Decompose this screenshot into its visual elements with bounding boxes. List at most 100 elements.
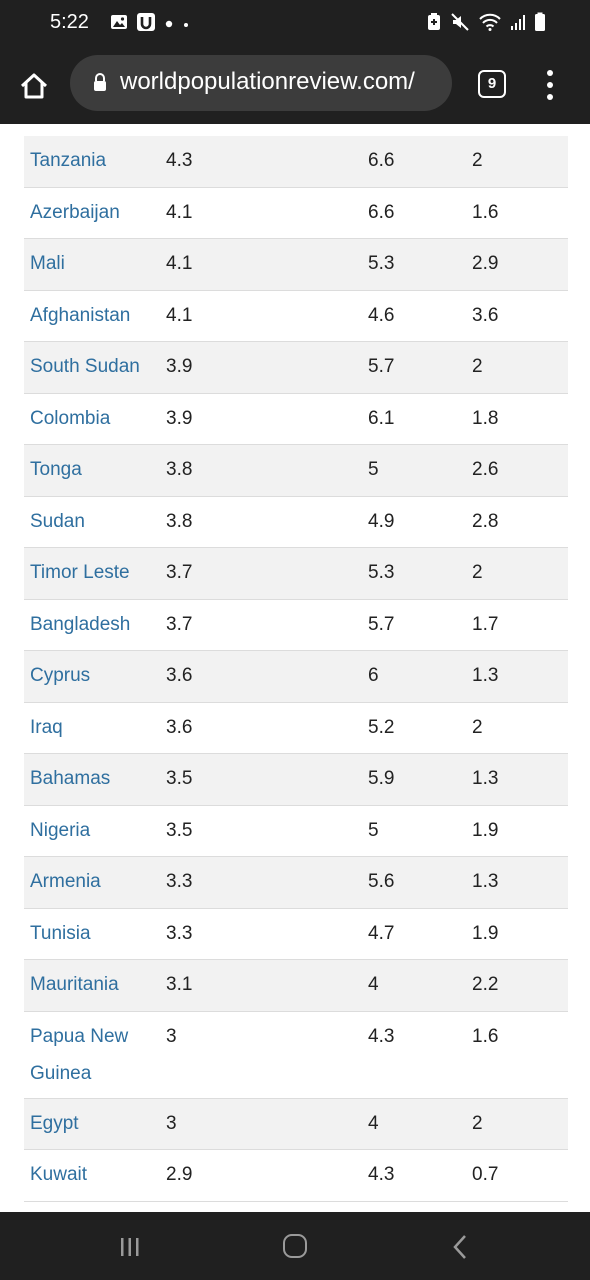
table-cell: 1.3	[472, 665, 499, 686]
country-link[interactable]: Mali	[30, 253, 65, 274]
table-cell: 2	[472, 1112, 483, 1134]
browser-toolbar: worldpopulationreview.com/ 9	[0, 46, 590, 124]
table-row: Afghanistan 4.1 4.6 3.6	[24, 290, 568, 342]
country-link[interactable]: Egypt	[30, 1112, 79, 1134]
home-nav-button[interactable]	[283, 1234, 307, 1258]
country-link[interactable]: Kuwait	[30, 1164, 88, 1185]
table-row: Mauritania 3.1 4 2.2	[24, 960, 568, 1012]
battery-icon	[534, 12, 546, 37]
country-link[interactable]: Tonga	[30, 459, 82, 480]
back-icon	[453, 1235, 466, 1259]
country-link[interactable]: Nigeria	[30, 819, 91, 841]
table-cell: 1.9	[472, 922, 499, 944]
table-cell: 5.6	[368, 871, 395, 892]
table-row: Armenia 3.3 5.6 1.3	[24, 857, 568, 909]
lock-icon	[94, 73, 106, 91]
country-link[interactable]: Bahamas	[30, 768, 111, 789]
country-link[interactable]: South Sudan	[30, 356, 140, 377]
country-link[interactable]: Papua New Guinea	[30, 1025, 129, 1084]
table-cell: 3.6	[166, 665, 193, 686]
table-row: Mali 4.1 5.3 2.9	[24, 239, 568, 291]
small-dot-icon	[182, 16, 190, 34]
table-cell: 4	[368, 974, 379, 995]
table-cell: 5.3	[368, 253, 395, 274]
country-link[interactable]: Sudan	[30, 510, 85, 532]
table-cell: 5.9	[368, 768, 395, 789]
table-cell: 5.7	[368, 356, 395, 377]
home-button[interactable]	[14, 66, 54, 106]
table-cell: 4.9	[368, 510, 395, 532]
table-cell: 1.6	[472, 201, 499, 223]
country-link[interactable]: Afghanistan	[30, 304, 131, 326]
table-cell: 3.5	[166, 819, 193, 841]
battery-saver-icon	[426, 12, 442, 37]
table-row: Nigeria 3.5 5 1.9	[24, 805, 568, 857]
page-content: Tanzania 4.3 6.6 2 Azerbaijan 4.1 6.6 1.6 Mali 4.…	[0, 124, 590, 1212]
table-cell: 6.6	[368, 201, 395, 223]
table-cell: 5.2	[368, 716, 395, 738]
table-cell: 2.9	[166, 1164, 193, 1185]
country-link[interactable]: Tanzania	[30, 150, 107, 171]
table-cell: 3.7	[166, 562, 193, 583]
table-row: Colombia 3.9 6.1 1.8	[24, 393, 568, 445]
table-cell: 3.7	[166, 613, 193, 635]
table-cell: 4.7	[368, 922, 395, 944]
country-link[interactable]: Iraq	[30, 716, 63, 738]
table-cell: 2	[472, 716, 483, 738]
table-cell: 1.3	[472, 768, 499, 789]
tab-switcher-button[interactable]: 9	[478, 70, 506, 98]
table-cell: 4.1	[166, 253, 193, 274]
country-link[interactable]: Armenia	[30, 871, 101, 892]
signal-icon	[510, 13, 526, 36]
table-cell: 4.1	[166, 304, 193, 326]
table-row: Egypt 3 4 2	[24, 1098, 568, 1150]
menu-button[interactable]	[540, 68, 560, 102]
table-cell: 5.7	[368, 613, 395, 635]
table-cell: 4	[368, 1112, 379, 1134]
table-cell: 4.3	[368, 1025, 395, 1047]
table-row: Tunisia 3.3 4.7 1.9	[24, 908, 568, 960]
country-link[interactable]: Cyprus	[30, 665, 91, 686]
back-button[interactable]	[452, 1234, 468, 1260]
mute-icon	[450, 12, 470, 37]
table-cell: 4.6	[368, 304, 395, 326]
status-right-icons	[426, 12, 546, 37]
table-row: Azerbaijan 4.1 6.6 1.6	[24, 187, 568, 239]
table-cell: 4.3	[166, 150, 193, 171]
table-row: Cyprus 3.6 6 1.3	[24, 651, 568, 703]
table-cell: 1.6	[472, 1025, 499, 1047]
table-cell: 0.7	[472, 1164, 499, 1185]
country-link[interactable]: Mauritania	[30, 974, 119, 995]
table-cell: 2	[472, 150, 483, 171]
table-cell: 6.6	[368, 150, 395, 171]
table-cell: 3.6	[166, 716, 193, 738]
url-text[interactable]: worldpopulationreview.com/	[120, 68, 415, 95]
country-link[interactable]: Tunisia	[30, 922, 91, 944]
table-cell: 2.8	[472, 510, 499, 532]
table-cell: 2	[472, 356, 483, 377]
table-row: Iraq 3.6 5.2 2	[24, 702, 568, 754]
table-cell: 3.3	[166, 871, 193, 892]
recent-apps-button[interactable]	[118, 1236, 142, 1258]
country-link[interactable]: Azerbaijan	[30, 201, 120, 223]
table-cell: 3.8	[166, 459, 193, 480]
address-bar[interactable]: worldpopulationreview.com/	[70, 55, 452, 111]
table-cell: 2.2	[472, 974, 499, 995]
table-row: Tonga 3.8 5 2.6	[24, 445, 568, 497]
table-row: Kuwait 2.9 4.3 0.7	[24, 1150, 568, 1202]
status-time: 5:22	[50, 11, 89, 33]
table-cell: 1.7	[472, 613, 499, 635]
table-cell: 5	[368, 819, 379, 841]
country-link[interactable]: Timor Leste	[30, 562, 130, 583]
data-table: Tanzania 4.3 6.6 2 Azerbaijan 4.1 6.6 1.6 Mali 4.…	[24, 136, 568, 1202]
table-cell: 2.6	[472, 459, 499, 480]
table-row: Timor Leste 3.7 5.3 2	[24, 548, 568, 600]
country-link[interactable]: Colombia	[30, 407, 111, 429]
table-cell: 3.6	[472, 304, 499, 326]
country-link[interactable]: Bangladesh	[30, 613, 131, 635]
table-cell: 3.3	[166, 922, 193, 944]
navigation-bar	[0, 1212, 590, 1280]
wifi-icon	[478, 13, 502, 36]
recent-apps-icon	[121, 1238, 139, 1256]
table-row: Bahamas 3.5 5.9 1.3	[24, 754, 568, 806]
